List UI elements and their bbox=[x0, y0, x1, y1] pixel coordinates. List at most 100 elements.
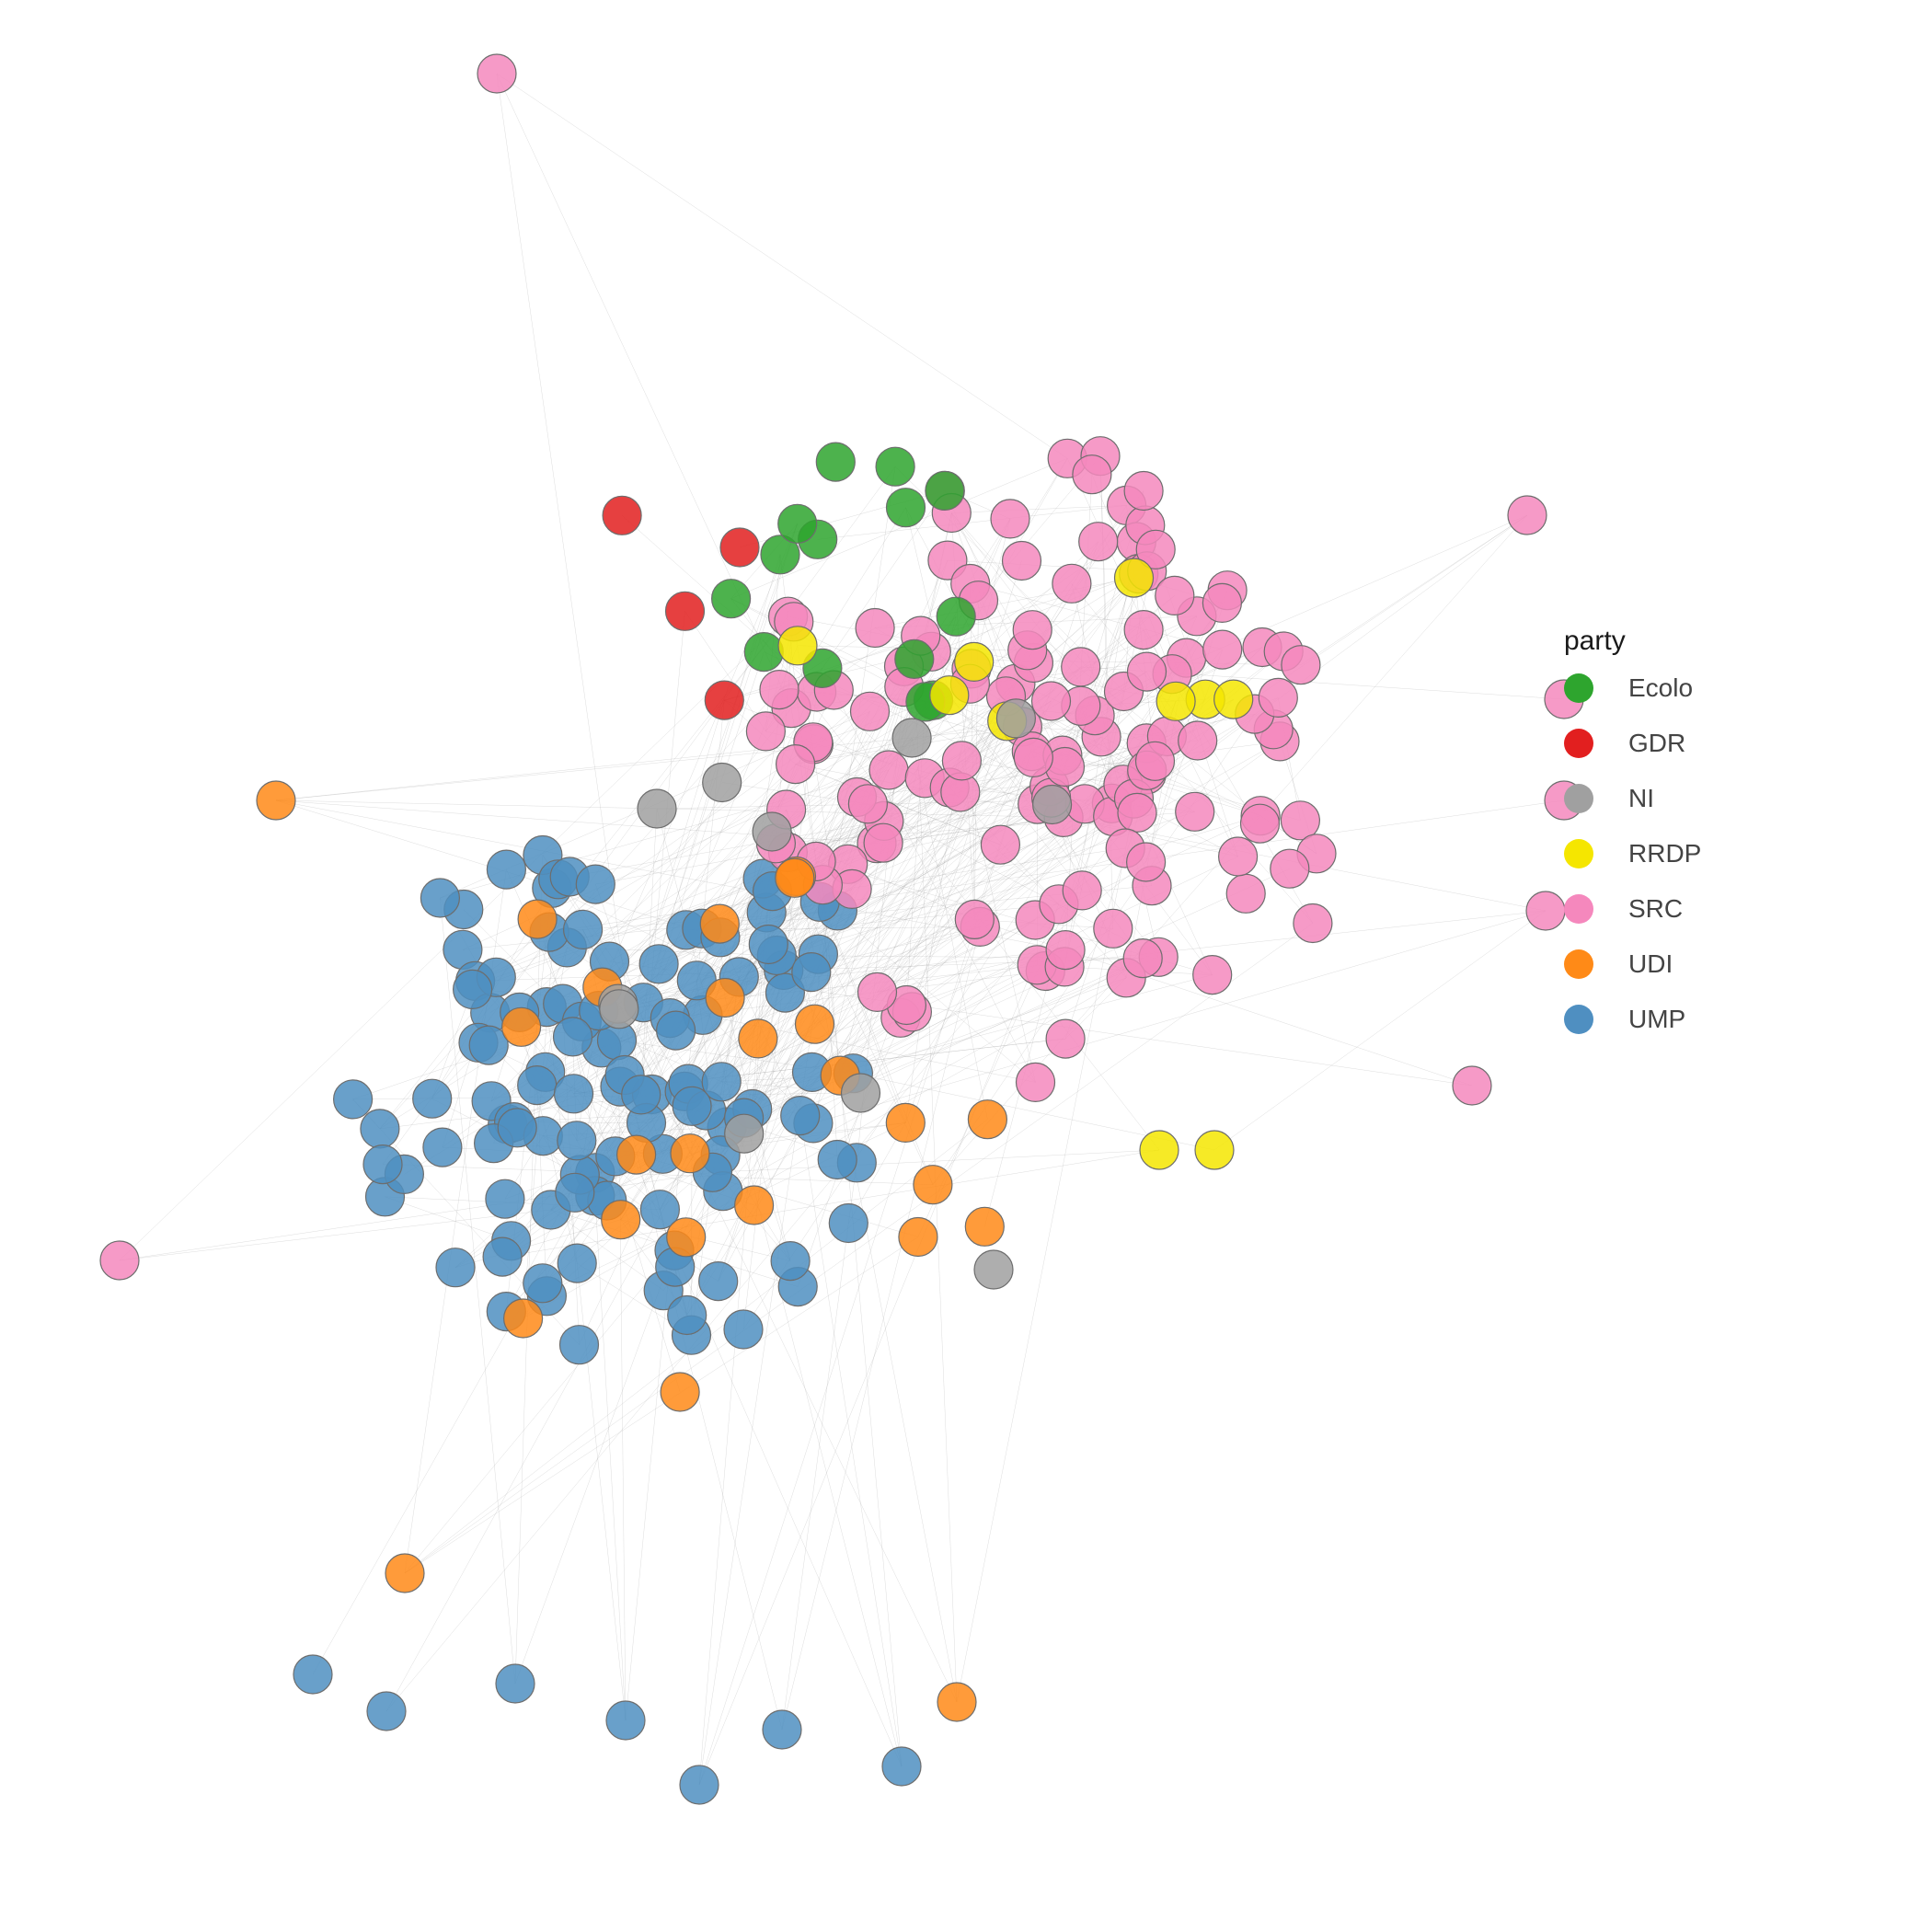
node-UMP bbox=[555, 1075, 593, 1113]
node-UDI bbox=[965, 1207, 1004, 1246]
node-SRC bbox=[1062, 648, 1100, 686]
node-SRC bbox=[776, 745, 815, 784]
legend-swatch-icon bbox=[1564, 673, 1593, 703]
node-SRC bbox=[1118, 793, 1156, 832]
node-RRDP bbox=[1214, 680, 1253, 719]
node-UDI bbox=[735, 1186, 774, 1225]
node-SRC bbox=[477, 54, 516, 93]
node-UMP bbox=[363, 1145, 402, 1184]
node-UDI bbox=[776, 858, 814, 897]
node-UMP bbox=[293, 1655, 332, 1694]
node-SRC bbox=[1128, 652, 1167, 691]
node-NI bbox=[600, 990, 638, 1029]
node-UMP bbox=[724, 1310, 763, 1349]
node-NI bbox=[892, 719, 931, 757]
node-UDI bbox=[899, 1218, 937, 1257]
node-SRC bbox=[856, 609, 894, 648]
node-Ecolo bbox=[876, 447, 914, 486]
node-SRC bbox=[1046, 1019, 1085, 1058]
node-UMP bbox=[518, 1066, 557, 1105]
legend-items: EcoloGDRNIRRDPSRCUDIUMP bbox=[1564, 673, 1701, 1034]
node-UDI bbox=[968, 1100, 1006, 1139]
node-SRC bbox=[864, 823, 903, 862]
legend-item-NI: NI bbox=[1564, 784, 1701, 813]
node-UMP bbox=[558, 1244, 596, 1282]
node-Ecolo bbox=[937, 597, 975, 636]
node-SRC bbox=[1203, 630, 1242, 669]
node-UMP bbox=[483, 1237, 522, 1276]
node-Ecolo bbox=[778, 504, 817, 543]
node-UMP bbox=[560, 1326, 599, 1364]
node-SRC bbox=[1179, 721, 1217, 760]
node-UMP bbox=[334, 1080, 373, 1119]
node-SRC bbox=[1156, 576, 1194, 615]
legend-swatch-icon bbox=[1564, 839, 1593, 868]
node-NI bbox=[974, 1250, 1013, 1289]
legend-swatch-icon bbox=[1564, 784, 1593, 813]
node-UDI bbox=[617, 1135, 656, 1174]
node-SRC bbox=[1136, 742, 1175, 780]
node-SRC bbox=[1124, 472, 1163, 511]
node-NI bbox=[842, 1074, 880, 1112]
node-UMP bbox=[606, 1701, 645, 1740]
node-SRC bbox=[848, 785, 887, 823]
node-UDI bbox=[602, 1201, 640, 1239]
node-SRC bbox=[1226, 874, 1265, 913]
node-SRC bbox=[1219, 837, 1258, 876]
legend-item-Ecolo: Ecolo bbox=[1564, 673, 1701, 703]
legend-item-UMP: UMP bbox=[1564, 1005, 1701, 1034]
node-Ecolo bbox=[895, 639, 934, 678]
node-SRC bbox=[1282, 646, 1320, 684]
node-SRC bbox=[942, 742, 981, 780]
node-RRDP bbox=[1140, 1131, 1179, 1169]
node-UMP bbox=[486, 1179, 524, 1218]
node-UMP bbox=[558, 1121, 596, 1160]
node-UMP bbox=[523, 1264, 562, 1303]
node-SRC bbox=[1127, 843, 1166, 881]
legend-swatch-icon bbox=[1564, 1005, 1593, 1034]
node-UMP bbox=[771, 1242, 810, 1281]
node-RRDP bbox=[955, 642, 994, 681]
node-UMP bbox=[498, 1109, 536, 1147]
node-SRC bbox=[1063, 871, 1101, 910]
node-SRC bbox=[1032, 682, 1071, 720]
node-UDI bbox=[385, 1554, 424, 1593]
node-UDI bbox=[518, 900, 557, 938]
legend-label: UMP bbox=[1628, 1005, 1685, 1034]
node-GDR bbox=[720, 528, 759, 567]
node-SRC bbox=[1017, 1063, 1055, 1101]
node-UMP bbox=[749, 926, 788, 964]
node-UDI bbox=[796, 1005, 834, 1043]
node-SRC bbox=[1003, 542, 1041, 581]
node-UDI bbox=[504, 1299, 543, 1338]
node-RRDP bbox=[1195, 1131, 1234, 1169]
node-NI bbox=[638, 789, 676, 828]
node-SRC bbox=[1073, 455, 1111, 494]
node-UDI bbox=[661, 1373, 699, 1411]
node-UDI bbox=[886, 1103, 925, 1142]
node-UMP bbox=[576, 865, 615, 903]
node-SRC bbox=[851, 692, 890, 730]
node-Ecolo bbox=[744, 633, 783, 672]
node-SRC bbox=[1079, 523, 1118, 561]
legend-swatch-icon bbox=[1564, 729, 1593, 758]
legend-label: UDI bbox=[1628, 949, 1673, 979]
node-NI bbox=[996, 699, 1035, 738]
node-SRC bbox=[100, 1241, 139, 1280]
node-UDI bbox=[937, 1683, 976, 1721]
node-RRDP bbox=[778, 627, 817, 665]
node-RRDP bbox=[1156, 682, 1195, 720]
node-UMP bbox=[487, 850, 525, 889]
node-UMP bbox=[668, 1296, 707, 1335]
node-UDI bbox=[257, 781, 295, 820]
node-Ecolo bbox=[816, 443, 855, 481]
node-SRC bbox=[1176, 792, 1214, 831]
legend-label: NI bbox=[1628, 784, 1654, 813]
node-UDI bbox=[700, 904, 739, 943]
node-UDI bbox=[667, 1218, 706, 1257]
node-Ecolo bbox=[926, 471, 964, 510]
node-SRC bbox=[746, 712, 785, 751]
node-UMP bbox=[680, 1765, 719, 1804]
node-UMP bbox=[792, 953, 831, 992]
node-SRC bbox=[1271, 849, 1309, 888]
